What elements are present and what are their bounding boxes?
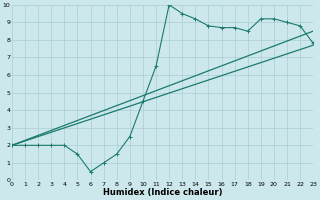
X-axis label: Humidex (Indice chaleur): Humidex (Indice chaleur)	[103, 188, 222, 197]
